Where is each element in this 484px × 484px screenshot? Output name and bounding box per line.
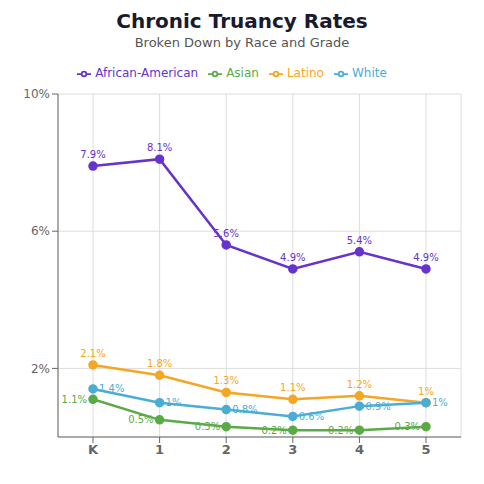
svg-text:0.5%: 0.5% (128, 414, 153, 425)
svg-text:5.4%: 5.4% (347, 235, 372, 246)
html-text:Asian: Asian (226, 66, 259, 80)
svg-text:4: 4 (355, 442, 364, 457)
svg-text:7.9%: 7.9% (80, 149, 105, 160)
svg-text:8.1%: 8.1% (147, 142, 172, 153)
svg-text:0.8%: 0.8% (232, 404, 257, 415)
svg-text:1.1%: 1.1% (280, 382, 305, 393)
svg-text:0.3%: 0.3% (195, 421, 220, 432)
svg-text:1.4%: 1.4% (99, 383, 124, 394)
svg-text:5.6%: 5.6% (213, 228, 238, 239)
svg-text:2.1%: 2.1% (80, 348, 105, 359)
svg-text:1%: 1% (166, 397, 182, 408)
svg-text:0.6%: 0.6% (299, 411, 324, 422)
html-text:Broken Down by Race and Grade: Broken Down by Race and Grade (134, 35, 350, 50)
svg-text:2%: 2% (31, 362, 50, 376)
svg-text:1.3%: 1.3% (213, 375, 238, 386)
html-text:African-American: African-American (95, 66, 199, 80)
svg-text:0.2%: 0.2% (328, 425, 353, 436)
svg-text:3: 3 (288, 442, 297, 457)
svg-text:0.2%: 0.2% (261, 425, 286, 436)
svg-text:10%: 10% (23, 87, 50, 101)
svg-text:4.9%: 4.9% (280, 252, 305, 263)
svg-text:0.9%: 0.9% (365, 401, 390, 412)
svg-text:1%: 1% (418, 386, 434, 397)
svg-text:2: 2 (222, 442, 231, 457)
svg-text:1%: 1% (432, 397, 448, 408)
svg-text:K: K (88, 442, 99, 457)
svg-text:4.9%: 4.9% (413, 252, 438, 263)
svg-text:1: 1 (155, 442, 164, 457)
html-text:Latino: Latino (286, 66, 324, 80)
svg-text:1.1%: 1.1% (62, 394, 87, 405)
svg-text:1.2%: 1.2% (347, 379, 372, 390)
svg-text:1.8%: 1.8% (147, 358, 172, 369)
svg-text:0.3%: 0.3% (395, 421, 420, 432)
html-text:Chronic Truancy Rates: Chronic Truancy Rates (116, 9, 368, 33)
svg-text:5: 5 (421, 442, 430, 457)
svg-text:6%: 6% (31, 224, 50, 238)
html-text:White: White (352, 66, 387, 80)
